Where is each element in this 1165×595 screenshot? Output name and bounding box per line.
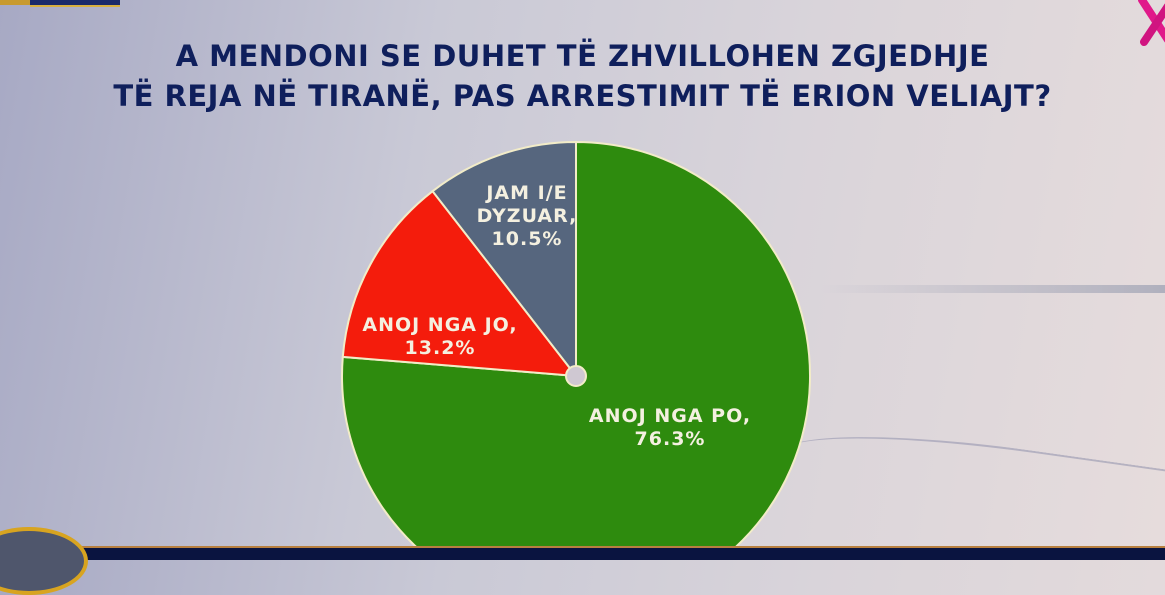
label-po-name: ANOJ NGA PO,: [588, 405, 752, 427]
pie-slice-jam-i-e-dyzuar: [431, 140, 577, 379]
label-dyzuar-line2: DYZUAR,: [476, 205, 578, 227]
broadcast-bottom-bar: [80, 546, 1165, 560]
label-dyzuar-value: 10.5%: [491, 228, 563, 250]
background-streak: [820, 285, 1165, 293]
label-anoj-nga-jo: ANOJ NGA JO, 13.2%: [340, 314, 540, 360]
label-anoj-nga-po: ANOJ NGA PO, 76.3%: [555, 405, 785, 451]
label-jo-name: ANOJ NGA JO,: [362, 314, 518, 336]
label-jam-i-e-dyzuar: JAM I/E DYZUAR, 10.5%: [462, 182, 592, 251]
label-jo-value: 13.2%: [404, 337, 476, 359]
title-line-2: TË REJA NË TIRANË, PAS ARRESTIMIT TË ERI…: [113, 79, 1052, 113]
pie-center-dot: [565, 365, 587, 387]
title-line-1: A MENDONI SE DUHET TË ZHVILLOHEN ZGJEDHJ…: [175, 39, 990, 73]
pie-slice-anoj-nga-jo: [341, 189, 579, 378]
broadcast-top-bar: [30, 0, 120, 7]
label-dyzuar-line1: JAM I/E: [486, 182, 568, 204]
broadcast-top-accent: [0, 0, 30, 5]
poll-question-title: A MENDONI SE DUHET TË ZHVILLOHEN ZGJEDHJ…: [0, 36, 1165, 116]
label-po-value: 76.3%: [634, 428, 706, 450]
pink-x-logo-icon: [1138, 0, 1165, 46]
pie-chart: [341, 140, 812, 558]
